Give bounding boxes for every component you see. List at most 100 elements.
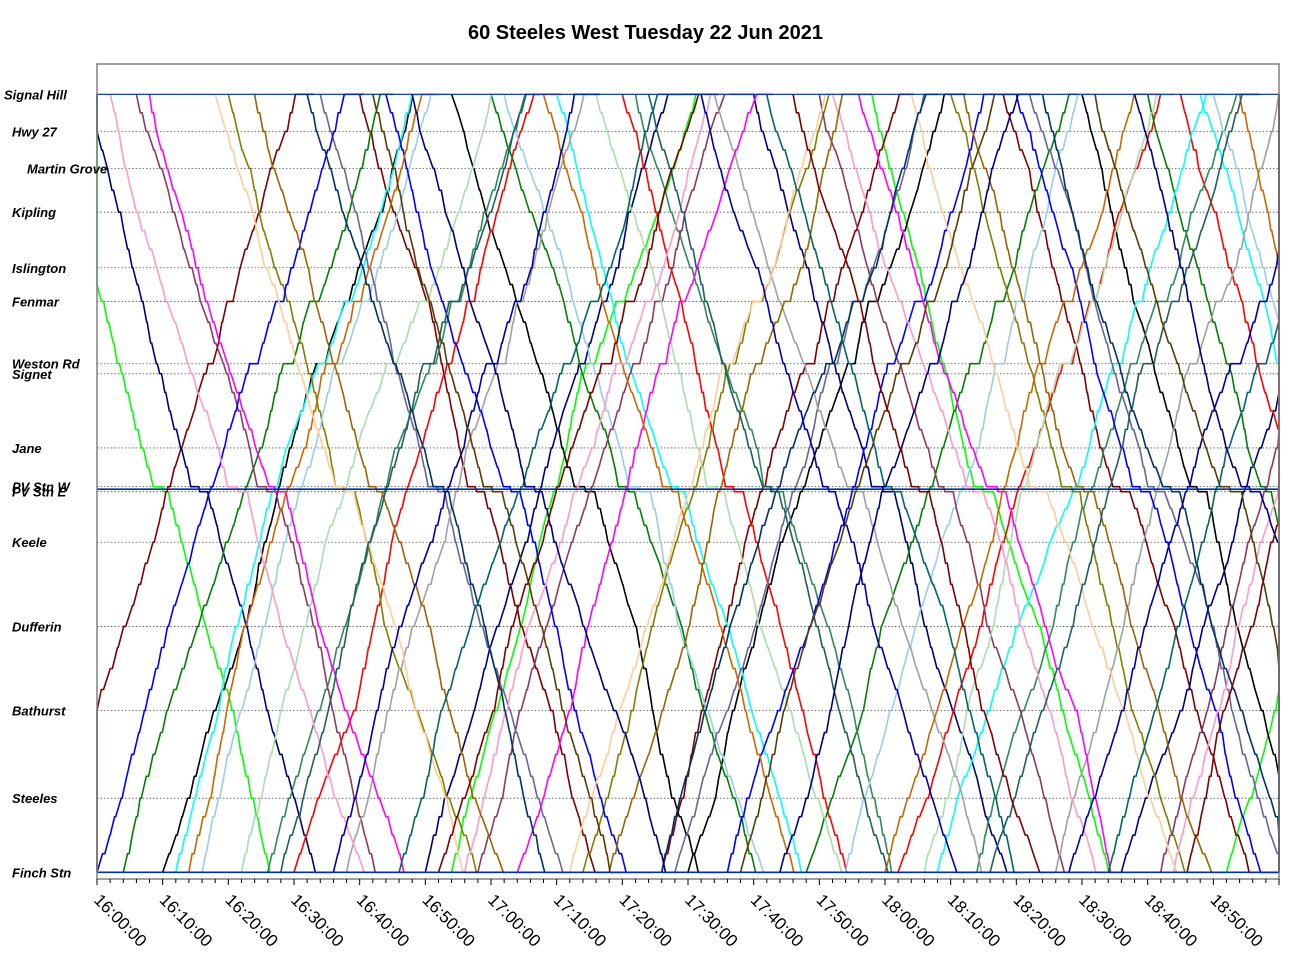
vehicle-trip-line	[949, 94, 1203, 874]
x-tick-label: 18:10:00	[944, 890, 1004, 950]
vehicle-trip-line	[989, 93, 1260, 873]
vehicle-trip-line	[1015, 94, 1279, 874]
vehicle-trip-line	[188, 93, 436, 873]
vehicle-trip-line	[1068, 94, 1280, 873]
vehicle-trip-line	[96, 94, 332, 874]
vehicle-trip-line	[634, 94, 914, 874]
x-tick-label: 16:00:00	[90, 890, 150, 950]
stop-label: Signal Hill	[4, 87, 67, 102]
vehicle-trip-line	[647, 94, 900, 874]
x-tick-label: 16:30:00	[287, 890, 347, 950]
vehicle-trip-line	[1179, 94, 1280, 873]
vehicle-trip-line	[161, 93, 440, 873]
vehicle-trip-line	[595, 94, 870, 874]
plot-frame	[96, 63, 1280, 880]
vehicle-trip-line	[713, 94, 995, 874]
vehicle-trip-line	[1186, 94, 1280, 873]
series-layer	[96, 93, 1280, 874]
vehicle-trip-line	[1081, 94, 1280, 873]
x-tick-label: 16:20:00	[222, 890, 282, 950]
x-tick-label: 18:00:00	[878, 890, 938, 950]
x-tick-label: 18:40:00	[1141, 890, 1201, 950]
x-tick-label: 17:00:00	[484, 890, 544, 950]
vehicle-trip-line	[109, 94, 389, 874]
stop-label: Martin Grove	[27, 161, 107, 176]
stop-label: Steeles	[12, 791, 58, 806]
vehicle-trip-line	[976, 93, 1259, 873]
vehicle-trip-line	[831, 94, 1108, 874]
vehicle-trip-line	[424, 93, 699, 873]
stop-label: Fenmar	[12, 294, 60, 309]
vehicle-trip-line	[240, 93, 505, 873]
x-tick-label: 17:40:00	[747, 890, 807, 950]
vehicle-trip-line	[1094, 94, 1280, 873]
vehicle-trip-line	[201, 93, 451, 873]
x-tick-label: 17:10:00	[550, 890, 610, 950]
vehicle-trip-line	[923, 93, 1172, 873]
vehicle-trip-line	[936, 93, 1226, 873]
vehicle-trip-line	[1028, 94, 1280, 873]
vehicle-trip-line	[726, 93, 1013, 873]
vehicle-trip-line	[687, 93, 966, 873]
vehicle-trip-line	[135, 94, 404, 874]
y-axis-labels: Signal Hill Hwy 27 Martin Grove Kipling Isli…	[4, 87, 107, 880]
vehicle-trip-line	[700, 94, 976, 874]
vehicle-trip-line	[963, 94, 1227, 874]
vehicle-trip-line	[910, 94, 1206, 874]
vehicle-trip-line	[555, 94, 818, 874]
vehicle-trip-line	[253, 94, 534, 874]
stop-label: Weston Rd	[12, 357, 81, 372]
vehicle-trip-line	[1002, 94, 1278, 874]
vehicle-trip-line	[122, 93, 394, 873]
vehicle-trip-line	[306, 94, 572, 874]
vehicle-trip-line	[411, 94, 679, 874]
vehicle-trip-line	[792, 94, 1056, 874]
vehicle-trip-line	[766, 94, 1024, 874]
x-tick-label: 16:40:00	[353, 890, 413, 950]
vehicle-trip-line	[621, 94, 863, 874]
vehicle-trip-line	[884, 93, 1162, 873]
vehicle-trip-line	[739, 93, 1023, 873]
x-tick-label: 17:50:00	[813, 890, 873, 950]
stop-label: Finch Stn	[12, 865, 71, 880]
vehicle-trip-line	[175, 93, 424, 873]
vehicle-trip-line	[871, 94, 1122, 874]
vehicle-trip-line	[582, 93, 844, 873]
x-tick-label: 18:50:00	[1207, 890, 1267, 950]
vehicle-trip-line	[332, 93, 600, 873]
vehicle-trip-line	[1120, 94, 1280, 873]
vehicle-trip-line	[844, 93, 1098, 873]
x-tick-label: 16:50:00	[419, 890, 479, 950]
vehicle-trip-line	[96, 94, 291, 874]
vehicle-trip-line	[1225, 94, 1280, 873]
vehicle-trip-line	[857, 94, 1124, 874]
stop-label: Islington	[12, 261, 66, 276]
vehicle-trip-line	[280, 93, 540, 873]
vehicle-trip-line	[608, 93, 872, 873]
vehicle-trip-line	[1212, 94, 1280, 873]
vehicle-trip-line	[148, 94, 427, 874]
vehicle-trip-line	[1054, 93, 1280, 873]
stop-label: PV Stn W	[12, 480, 72, 495]
vehicle-trip-line	[542, 94, 811, 874]
stop-label: PV Stn E	[12, 485, 67, 500]
vehicle-trip-line	[818, 94, 1092, 874]
vehicle-trip-line	[569, 93, 852, 873]
x-tick-label: 18:20:00	[1010, 890, 1070, 950]
grid-layer	[97, 93, 1279, 873]
stop-label: Signet	[12, 367, 52, 382]
vehicle-trip-line	[385, 94, 654, 874]
x-tick-label: 18:30:00	[1075, 890, 1135, 950]
vehicle-trip-line	[660, 93, 914, 873]
chart-title: 60 Steeles West Tuesday 22 Jun 2021	[467, 22, 823, 44]
stop-label: Kipling	[12, 205, 56, 220]
vehicle-trip-line	[477, 93, 754, 873]
stop-label: Hwy 27	[12, 124, 58, 139]
stop-label: Jane	[12, 441, 42, 456]
vehicle-trip-line	[293, 93, 561, 873]
vehicle-trip-line	[266, 93, 540, 873]
x-tick-label: 17:20:00	[616, 890, 676, 950]
vehicle-trip-line	[345, 93, 598, 873]
stop-label: Bathurst	[12, 704, 66, 719]
